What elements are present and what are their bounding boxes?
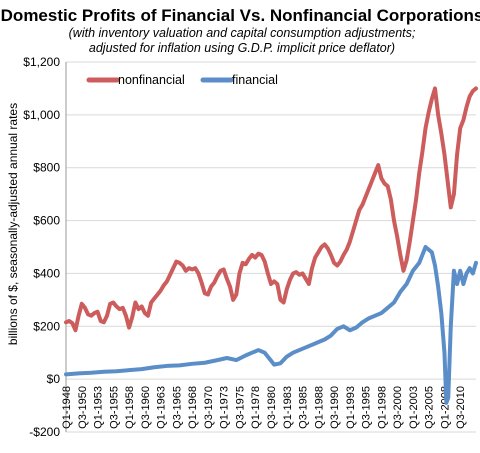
chart-subtitle-line-1: (with inventory valuation and capital co… — [69, 26, 416, 40]
x-tick-label: Q3-1975 — [234, 386, 246, 429]
gridlines — [65, 61, 476, 433]
chart-title: Domestic Profits of Financial Vs. Nonfin… — [1, 6, 480, 25]
x-tick-label: Q1-1948 — [61, 386, 73, 429]
y-tick-label: $400 — [33, 266, 60, 280]
series-lines — [64, 86, 478, 405]
x-tick-label: Q1-1968 — [187, 386, 199, 429]
x-tick-label: Q1-1958 — [124, 386, 136, 429]
legend-label-financial: financial — [232, 73, 278, 87]
y-tick-label: $1,000 — [23, 108, 60, 122]
y-tick-label: $200 — [33, 319, 60, 333]
x-tick-label: Q3-2005 — [424, 386, 436, 429]
y-tick-label: $0 — [47, 372, 61, 386]
x-tick-label: Q1-1973 — [219, 386, 231, 429]
x-tick-label: Q3-1960 — [140, 386, 152, 429]
x-tick-label: Q3-1955 — [108, 386, 120, 429]
legend-label-nonfinancial: nonfinancial — [118, 73, 185, 87]
x-tick-label: Q1-1953 — [93, 386, 105, 429]
x-tick-label: Q1-1998 — [376, 386, 388, 429]
x-tick-label: Q3-1985 — [298, 386, 310, 429]
x-tick-label: Q1-1978 — [250, 386, 262, 429]
legend: nonfinancial financial — [86, 73, 278, 87]
y-tick-label: -$200 — [29, 425, 60, 439]
y-axis-label: billions of $, seasonally-adjusted annua… — [6, 103, 20, 345]
x-tick-label: Q1-1993 — [345, 386, 357, 429]
y-tick-label: $800 — [33, 161, 60, 175]
series-line-financial — [64, 245, 478, 405]
x-tick-label: Q3-2000 — [392, 386, 404, 429]
x-tick-label: Q3-1965 — [171, 386, 183, 429]
x-tick-label: Q3-1950 — [77, 386, 89, 429]
chart-subtitle-line-2: adjusted for inflation using G.D.P. impl… — [89, 41, 395, 55]
x-tick-label: Q3-1970 — [203, 386, 215, 429]
x-tick-label: Q1-1988 — [313, 386, 325, 429]
x-tick-label: Q3-1990 — [329, 386, 341, 429]
x-tick-label: Q3-1980 — [266, 386, 278, 429]
x-tick-label: Q3-1995 — [361, 386, 373, 429]
x-tick-label: Q1-1963 — [156, 386, 168, 429]
x-tick-label: Q3-2010 — [455, 386, 467, 429]
x-tick-label: Q1-2003 — [408, 386, 420, 429]
x-axis-ticks: Q1-1948 Q3-1950 Q1-1953 Q3-1955 Q1-1958 Q3-19… — [61, 386, 467, 429]
series-line-nonfinancial — [64, 86, 478, 333]
y-tick-label: $600 — [33, 214, 60, 228]
y-axis-ticks: -$200 $0 $200 $400 $600 $800 $1,000 $1,200 — [23, 55, 60, 439]
x-tick-label: Q1-1983 — [282, 386, 294, 429]
y-tick-label: $1,200 — [23, 55, 60, 69]
